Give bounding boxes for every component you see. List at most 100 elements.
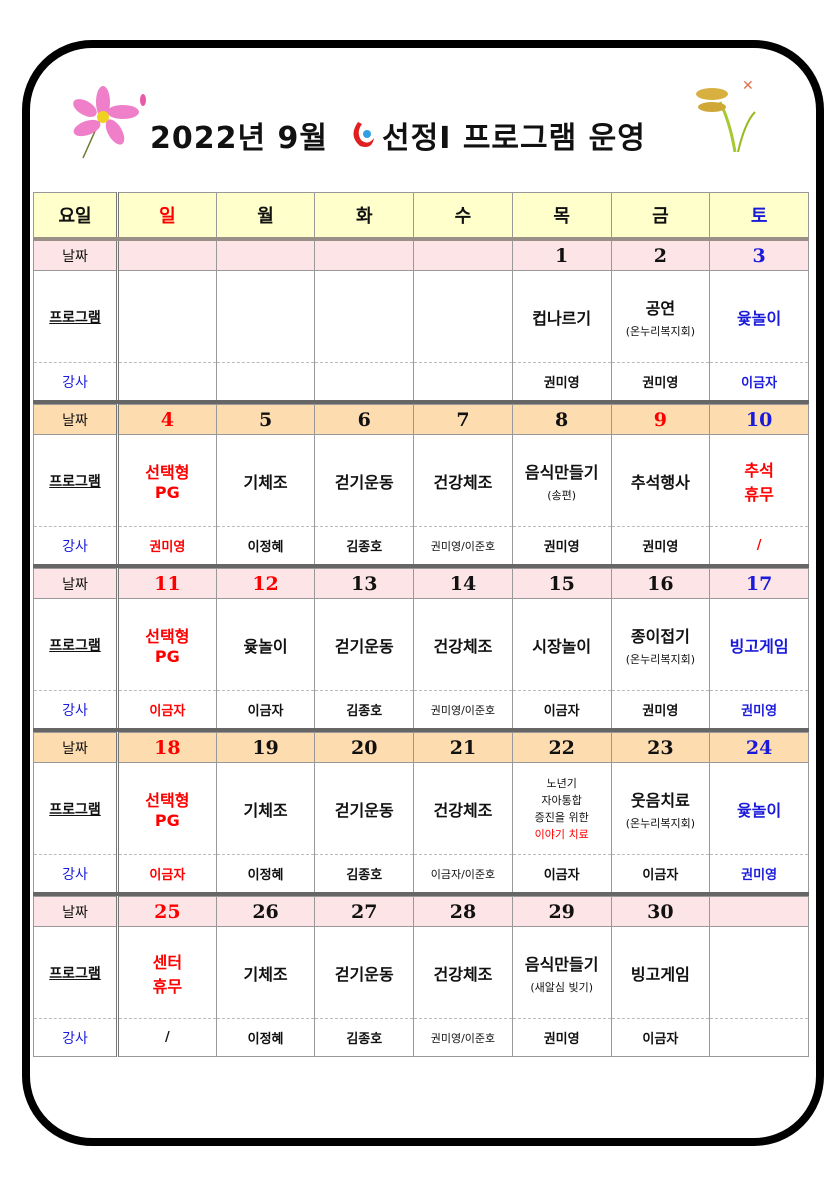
- program-name: 기체조: [243, 472, 288, 492]
- teacher-cell: 김종호: [314, 854, 415, 895]
- program-name: 걷기운동: [334, 964, 394, 984]
- program-name: 추석 휴무: [744, 460, 774, 504]
- program-cell: 윷놀이: [215, 598, 316, 691]
- title-date: 2022년 9월: [150, 121, 329, 156]
- date-cell: 30: [610, 896, 711, 927]
- teacher-cell: 이금자: [610, 1018, 711, 1057]
- date-label: 날짜: [33, 568, 119, 599]
- teacher-row: 강사 이금자 이금자 김종호 권미영/이준호 이금자 권미영 권미영: [33, 690, 809, 731]
- program-label: 프로그램: [33, 434, 119, 527]
- program-name: 건강체조: [433, 472, 493, 492]
- header-day: 금: [610, 192, 711, 241]
- teacher-cell: 권미영/이준호: [413, 526, 513, 567]
- date-cell: 1: [511, 238, 612, 271]
- date-cell: 10: [709, 404, 809, 435]
- date-row: 날짜 11 12 13 14 15 16 17: [33, 568, 809, 599]
- date-cell: 28: [413, 896, 513, 927]
- date-cell: 7: [413, 404, 513, 435]
- program-note: (새알심 빚기): [530, 980, 593, 994]
- date-cell: [215, 238, 316, 271]
- teacher-row: 강사 이금자 이정혜 김종호 이금자/이준호 이금자 이금자 권미영: [33, 854, 809, 895]
- teacher-cell: 이금자: [117, 854, 217, 895]
- program-name: 건강체조: [433, 964, 493, 984]
- teacher-cell: 김종호: [314, 1018, 415, 1057]
- date-row: 날짜 1 2 3: [33, 238, 809, 271]
- teacher-label: 강사: [33, 1018, 119, 1057]
- program-name: 빙고게임: [729, 636, 789, 656]
- program-cell: [117, 270, 217, 363]
- program-cell: 건강체조: [413, 926, 513, 1019]
- program-cell: 공연 (온누리복지회): [610, 270, 711, 363]
- date-cell: 14: [413, 568, 513, 599]
- program-name: 컵나르기: [532, 308, 592, 328]
- teacher-cell: 권미영: [511, 362, 612, 403]
- program-name: 윷놀이: [243, 636, 288, 656]
- program-cell: 음식만들기 (송편): [511, 434, 612, 527]
- date-cell: 5: [215, 404, 316, 435]
- header-row: 요일 일 월 화 수 목 금 토: [33, 192, 809, 241]
- date-cell: 22: [511, 732, 612, 763]
- teacher-cell: 이금자: [610, 854, 711, 895]
- date-cell: [413, 238, 513, 271]
- teacher-cell: 이금자/이준호: [413, 854, 513, 895]
- program-cell: 종이접기 (온누리복지회): [610, 598, 711, 691]
- program-name: 음식만들기: [524, 462, 599, 482]
- date-label: 날짜: [33, 404, 119, 435]
- teacher-cell: 이금자: [215, 690, 316, 731]
- program-note: (온누리복지회): [625, 652, 696, 666]
- program-row: 프로그램 선택형 PG 기체조 걷기운동 건강체조 노년기 자아통합 증진을 위한 이야기 치료…: [33, 762, 809, 855]
- date-cell: 9: [610, 404, 711, 435]
- program-cell: 추석행사: [610, 434, 711, 527]
- date-cell: 8: [511, 404, 612, 435]
- header-day: 수: [413, 192, 513, 241]
- cosmos-flower-icon: [73, 86, 146, 159]
- teacher-cell: 권미영: [610, 690, 711, 731]
- date-cell: 20: [314, 732, 415, 763]
- teacher-cell: 권미영: [511, 526, 612, 567]
- title-brand: 선정I 프로그램 운영: [382, 121, 646, 156]
- program-cell: 웃음치료 (온누리복지회): [610, 762, 711, 855]
- header-day: 화: [314, 192, 415, 241]
- date-cell: 16: [610, 568, 711, 599]
- program-cell: [709, 926, 809, 1019]
- teacher-cell: 이정혜: [215, 526, 316, 567]
- program-name: 걷기운동: [334, 472, 394, 492]
- date-cell: 24: [709, 732, 809, 763]
- date-cell: 18: [117, 732, 217, 763]
- date-cell: [314, 238, 415, 271]
- teacher-cell: 이금자: [511, 854, 612, 895]
- teacher-row: 강사 권미영 권미영 이금자: [33, 362, 809, 403]
- program-label: 프로그램: [33, 270, 119, 363]
- teacher-cell: 이정혜: [215, 1018, 316, 1057]
- date-cell: 26: [215, 896, 316, 927]
- teacher-cell: 권미영/이준호: [413, 690, 513, 731]
- program-name: 걷기운동: [334, 800, 394, 820]
- teacher-label: 강사: [33, 854, 119, 895]
- teacher-cell: /: [709, 526, 809, 567]
- date-label: 날짜: [33, 732, 119, 763]
- program-name: 기체조: [243, 800, 288, 820]
- teacher-cell: 권미영: [709, 690, 809, 731]
- program-line: 노년기: [546, 776, 577, 790]
- date-cell: 27: [314, 896, 415, 927]
- program-name: 센터 휴무: [152, 952, 183, 996]
- teacher-cell: [215, 362, 316, 403]
- program-name: 음식만들기: [524, 954, 599, 974]
- program-name: 추석행사: [630, 472, 690, 492]
- date-cell: 11: [117, 568, 217, 599]
- date-cell: 4: [117, 404, 217, 435]
- program-name: 윷놀이: [737, 800, 782, 820]
- program-cell: 컵나르기: [511, 270, 612, 363]
- teacher-cell: 김종호: [314, 526, 415, 567]
- date-cell: 17: [709, 568, 809, 599]
- program-cell: 빙고게임: [709, 598, 809, 691]
- program-name: 건강체조: [433, 800, 493, 820]
- date-cell: [709, 896, 809, 927]
- program-cell: [215, 270, 316, 363]
- program-cell: 노년기 자아통합 증진을 위한 이야기 치료: [511, 762, 612, 855]
- program-cell: 걷기운동: [314, 598, 415, 691]
- program-name: 기체조: [243, 964, 288, 984]
- date-cell: 25: [117, 896, 217, 927]
- teacher-cell: 권미영: [610, 362, 711, 403]
- date-cell: 3: [709, 238, 809, 271]
